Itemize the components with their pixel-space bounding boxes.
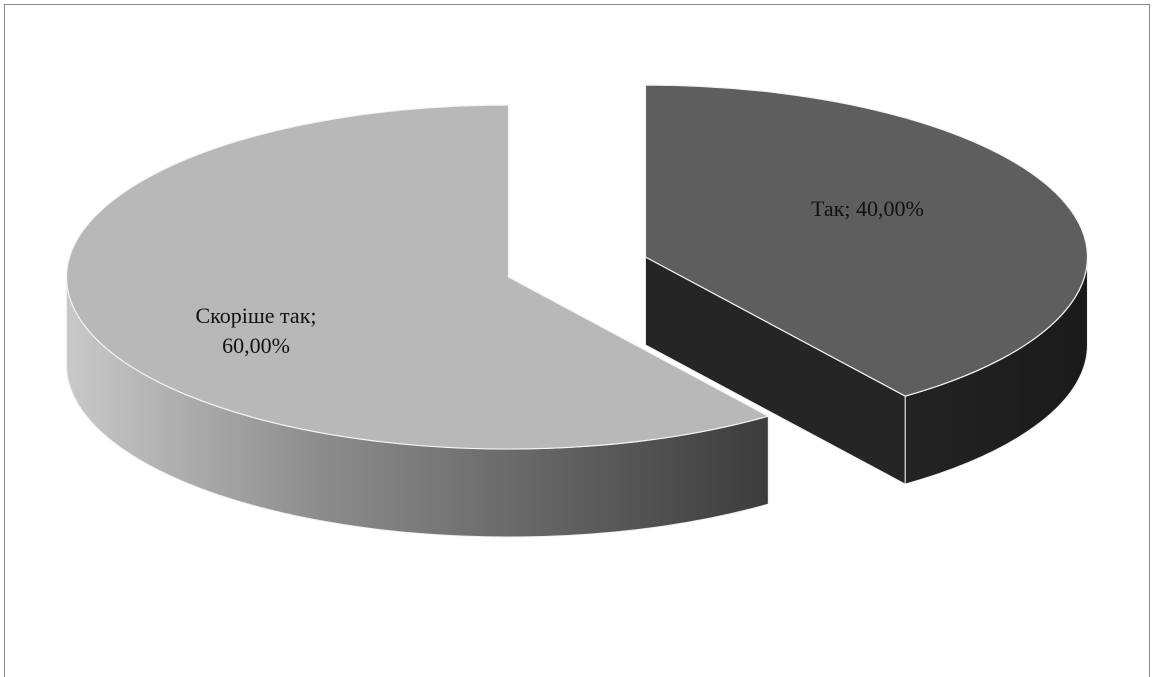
pie-slices-layer (65, 84, 1089, 538)
chart-area: Так; 40,00% Скоріше так; 60,00% (4, 4, 1150, 677)
pie-slice-skorishe-tak (65, 104, 770, 538)
slice-label-skorishe-tak: Скоріше так; 60,00% (171, 301, 341, 361)
slice-label-tak: Так; 40,00% (811, 196, 924, 221)
slice-label-skorishe-tak-value: 60,00% (222, 333, 290, 358)
pie-slice-tak (644, 84, 1089, 485)
pie-slice-top-face (65, 104, 770, 450)
pie-slice-top-face (644, 84, 1089, 397)
slice-label-skorishe-tak-name: Скоріше так; (195, 303, 317, 328)
pie-chart (65, 84, 1089, 538)
